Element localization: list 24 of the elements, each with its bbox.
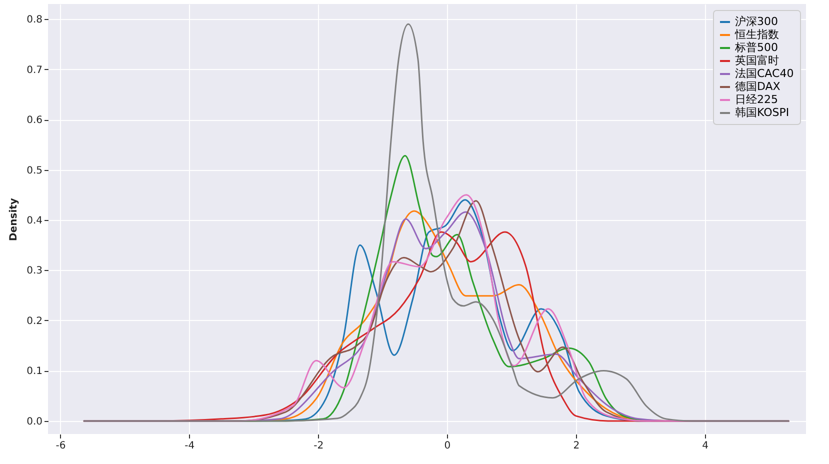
legend-label: 法国CAC40 [735,67,794,80]
x-tick-label: -6 [56,440,66,452]
legend-label: 日经225 [735,93,778,106]
legend-label: 标普500 [734,41,778,54]
y-tick-label: 0.7 [26,64,42,76]
legend-label: 英国富时 [735,54,779,67]
x-tick-label: -2 [314,440,324,452]
legend-label: 恒生指数 [734,28,779,41]
y-axis-title: Density [8,198,20,241]
x-tick-label: 4 [702,440,708,452]
y-tick-label: 0.5 [26,165,42,176]
y-tick-label: 0.8 [26,14,42,26]
legend-label: 韩国KOSPI [735,106,790,119]
y-tick-label: 0.2 [26,316,42,327]
y-tick-label: 0.1 [26,366,42,378]
legend-label: 德国DAX [735,80,781,93]
y-tick-label: 0.0 [26,416,42,428]
x-tick-label: -4 [184,440,195,452]
y-tick-label: 0.6 [26,115,42,126]
legend-label: 沪深300 [735,15,778,28]
y-tick-label: 0.3 [26,266,42,277]
x-tick-label: 2 [573,440,580,452]
x-tick-label: 0 [444,440,451,452]
y-tick-label: 0.4 [26,216,42,227]
